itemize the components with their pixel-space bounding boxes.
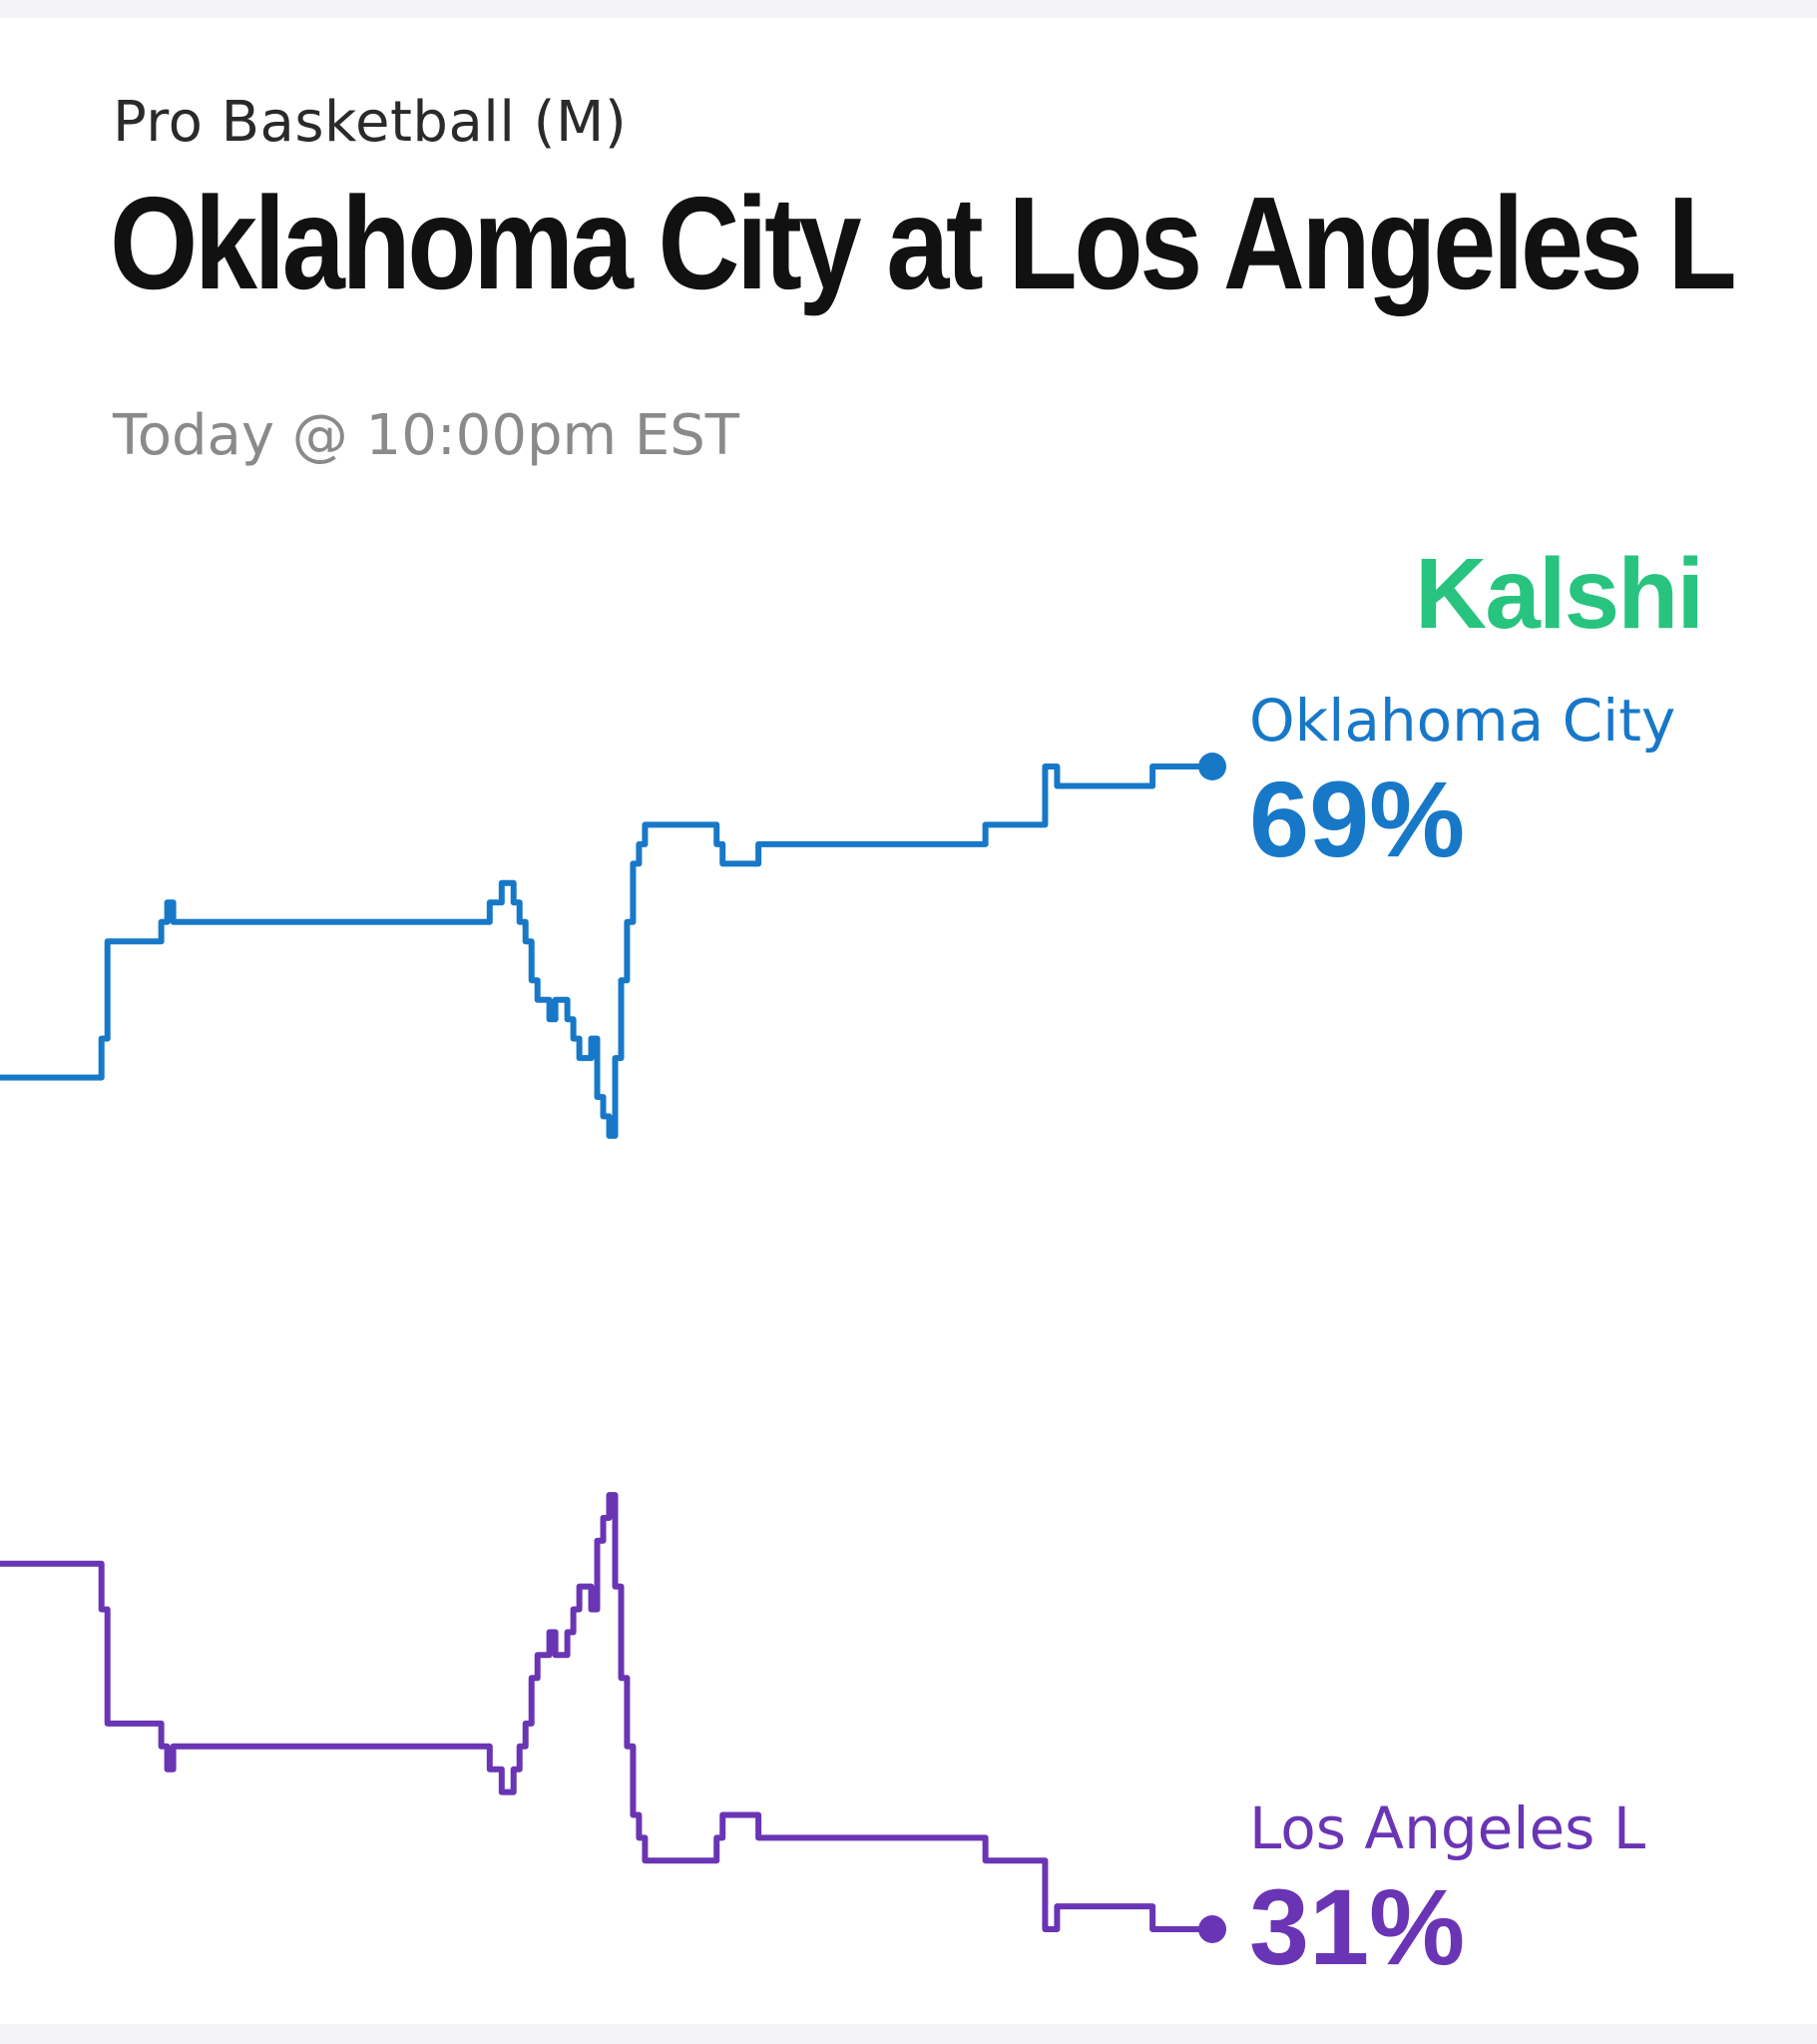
event-time: Today @ 10:00pm EST <box>113 403 739 468</box>
series-line-1 <box>0 1492 1212 1932</box>
market-card[interactable]: Pro Basketball (M) Oklahoma City at Los … <box>0 18 1817 2024</box>
category-label: Pro Basketball (M) <box>113 90 628 155</box>
series-label-lal: Los Angeles L <box>1249 1794 1646 1862</box>
page-title: Oklahoma City at Los Angeles L <box>110 170 1737 316</box>
series-value-okc: 69% <box>1249 759 1466 879</box>
series-end-point-0 <box>1198 753 1226 780</box>
series-label-okc: Oklahoma City <box>1249 687 1676 755</box>
probability-chart <box>0 753 1226 1943</box>
series-end-point-1 <box>1198 1915 1226 1943</box>
series-value-lal: 31% <box>1249 1866 1466 1987</box>
series-line-0 <box>0 764 1212 1139</box>
kalshi-logo: Kalshi <box>1415 538 1704 650</box>
